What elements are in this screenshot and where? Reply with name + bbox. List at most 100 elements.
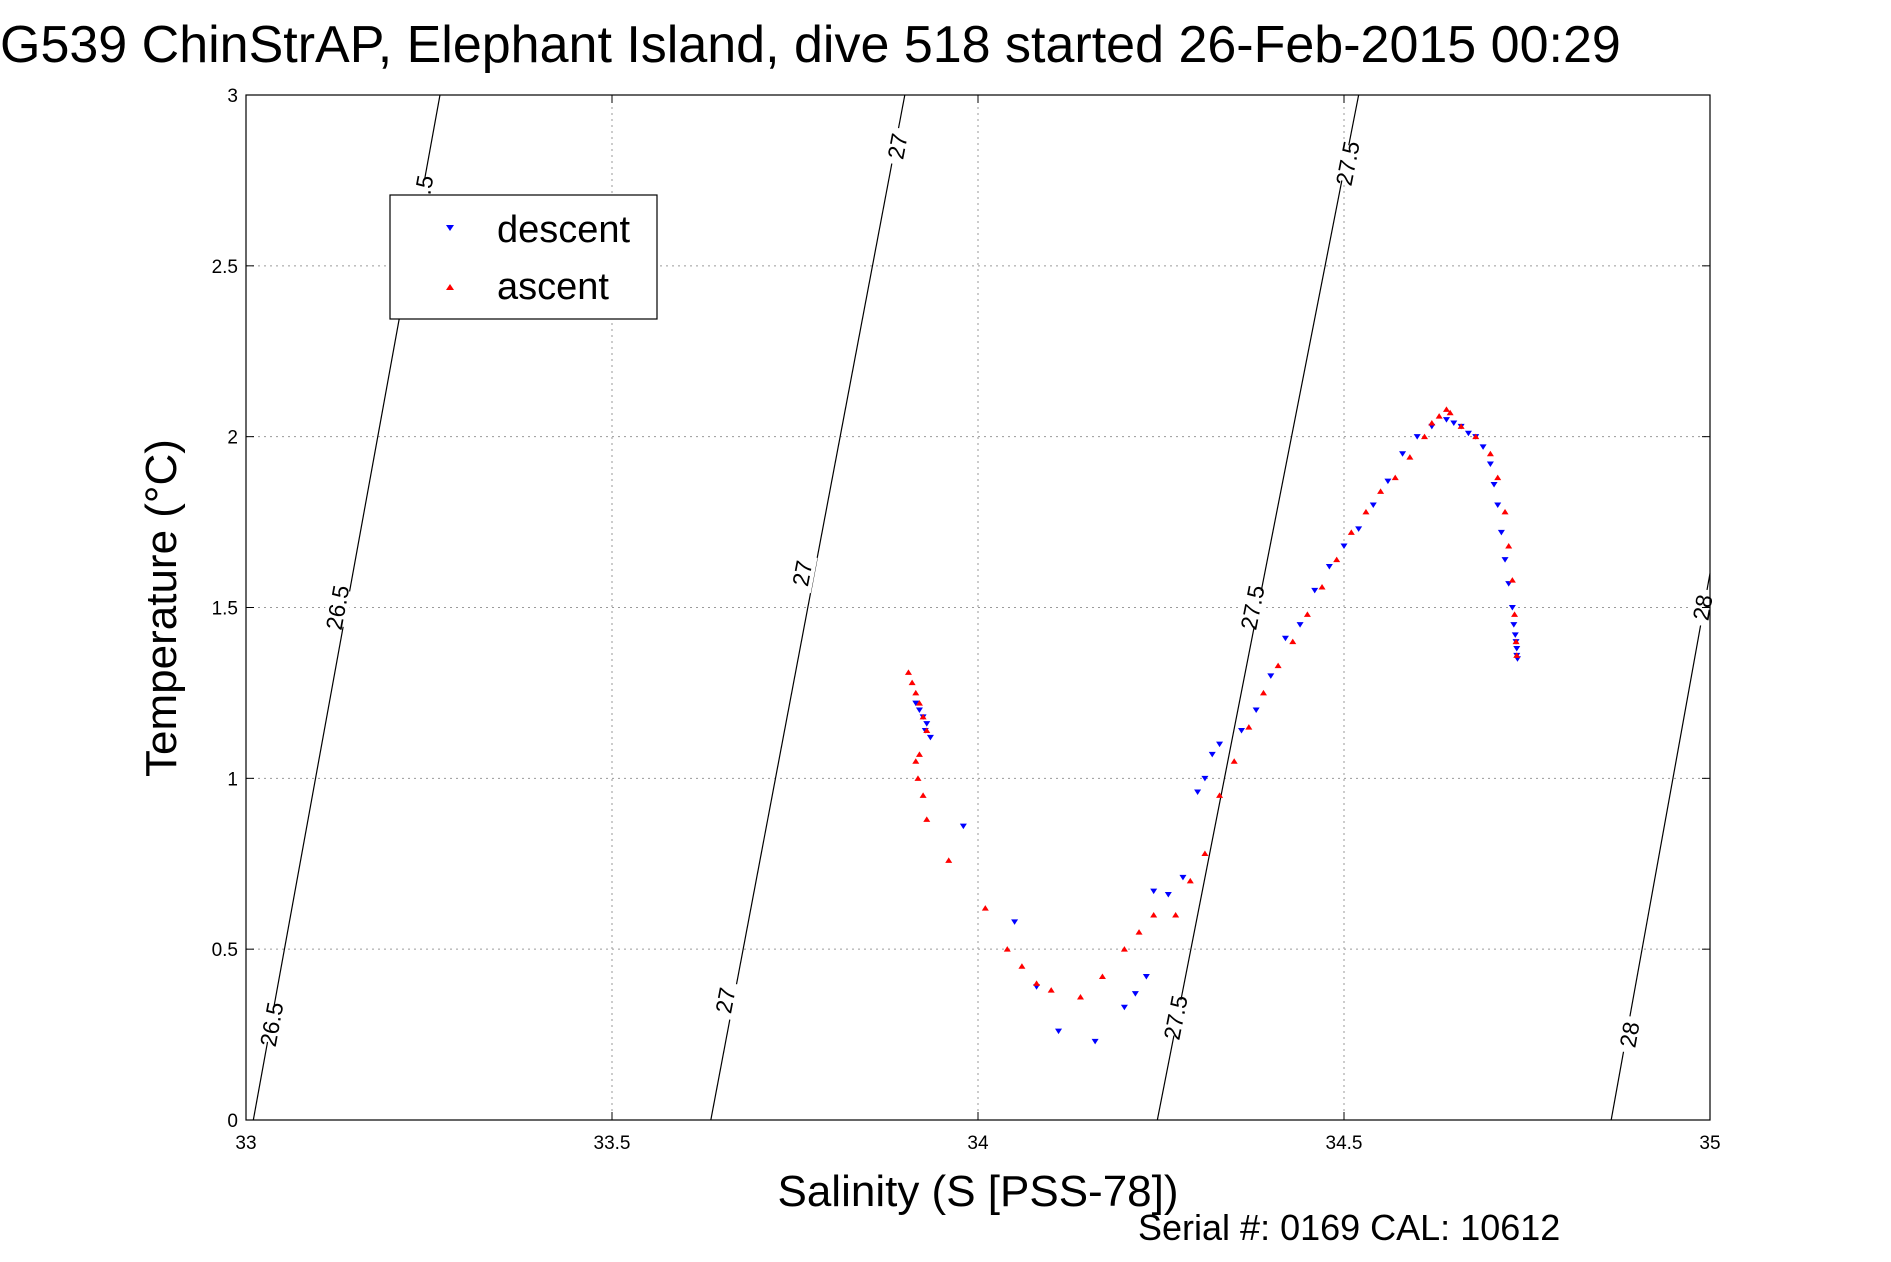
ascent-point bbox=[1076, 994, 1084, 1000]
ascent-point bbox=[1274, 662, 1282, 669]
ascent-point bbox=[1391, 474, 1399, 481]
ascent-point bbox=[1150, 912, 1158, 918]
legend-box bbox=[389, 194, 658, 320]
contour-label-mask bbox=[710, 980, 741, 1021]
x-tick-label: 34.5 bbox=[1326, 1133, 1363, 1154]
ascent-point bbox=[1259, 689, 1267, 696]
descent-point bbox=[959, 823, 967, 830]
ascent-point bbox=[912, 758, 920, 764]
descent-point bbox=[1208, 751, 1216, 758]
contour-label-mask bbox=[787, 553, 818, 594]
contour-label-mask bbox=[1160, 997, 1191, 1038]
ascent-point bbox=[1216, 792, 1224, 798]
legend-ascent-label: ascent bbox=[497, 266, 609, 308]
descent-point bbox=[1281, 635, 1289, 642]
descent-point bbox=[1142, 974, 1150, 980]
contour-label: 27 bbox=[787, 558, 817, 588]
descent-point bbox=[1164, 892, 1172, 898]
ascent-point bbox=[1230, 758, 1238, 764]
descent-point bbox=[1486, 461, 1494, 467]
descent-point bbox=[1369, 502, 1377, 508]
descent-point bbox=[1150, 888, 1158, 895]
y-tick-label: 1.5 bbox=[212, 599, 238, 620]
contour-label: 27 bbox=[710, 985, 740, 1015]
contour-label-mask bbox=[882, 126, 913, 167]
x-tick-label: 34 bbox=[967, 1133, 989, 1154]
contour-label-mask bbox=[322, 587, 353, 628]
y-tick-label: 0 bbox=[227, 1111, 238, 1132]
ascent-series bbox=[904, 406, 1521, 1000]
ascent-point bbox=[1428, 420, 1436, 426]
ascent-point bbox=[1486, 450, 1494, 457]
ascent-point bbox=[908, 679, 916, 686]
descent-point bbox=[1011, 919, 1019, 925]
descent-point bbox=[1120, 1004, 1128, 1011]
ascent-point bbox=[1098, 973, 1106, 979]
y-tick-label: 3 bbox=[227, 86, 238, 107]
contour-label-mask bbox=[1614, 1014, 1645, 1055]
ascent-point bbox=[912, 689, 920, 696]
descent-point bbox=[1201, 775, 1209, 782]
descent-point bbox=[1450, 420, 1458, 426]
descent-point bbox=[1296, 622, 1304, 628]
ascent-point bbox=[1472, 433, 1480, 440]
x-axis-label: Salinity (S [PSS-78]) bbox=[777, 1167, 1178, 1216]
ascent-point bbox=[1347, 529, 1355, 535]
ascent-point bbox=[1442, 406, 1450, 412]
chart-title: G539 ChinStrAP, Elephant Island, dive 51… bbox=[0, 16, 1621, 74]
ascent-point bbox=[1406, 454, 1414, 460]
descent-point bbox=[1194, 789, 1202, 795]
ascent-point bbox=[919, 713, 927, 720]
ascent-point bbox=[1505, 543, 1513, 549]
ascent-point bbox=[1318, 584, 1326, 590]
descent-point bbox=[1384, 478, 1392, 485]
ascent-point bbox=[1421, 433, 1429, 440]
descent-point bbox=[1179, 874, 1187, 881]
descent-point bbox=[915, 707, 923, 713]
ascent-point bbox=[1047, 987, 1055, 993]
descent-point bbox=[912, 700, 920, 707]
y-tick-label: 2 bbox=[227, 428, 238, 449]
descent-point bbox=[1340, 543, 1348, 549]
contour-label-mask bbox=[1332, 143, 1363, 184]
descent-point bbox=[1311, 587, 1319, 594]
density-contour-line bbox=[710, 94, 906, 1121]
ascent-point bbox=[923, 727, 931, 733]
y-tick-label: 2.5 bbox=[212, 257, 238, 278]
descent-point bbox=[1508, 605, 1516, 611]
descent-point bbox=[926, 734, 934, 741]
descent-point bbox=[1252, 707, 1260, 713]
descent-point bbox=[1413, 434, 1421, 440]
descent-point bbox=[923, 721, 931, 727]
ascent-point bbox=[1511, 611, 1519, 617]
descent-point bbox=[1055, 1028, 1063, 1035]
contour-label: 28 bbox=[1614, 1020, 1644, 1050]
descent-point bbox=[1399, 451, 1407, 457]
descent-point bbox=[1267, 673, 1275, 679]
x-tick-label: 33.5 bbox=[594, 1133, 631, 1154]
ascent-point bbox=[1501, 508, 1509, 515]
ascent-point bbox=[1003, 946, 1011, 952]
y-axis-ticks: 0 0.5 1 1.5 2 2.5 3 bbox=[212, 86, 1710, 1132]
descent-point bbox=[1510, 622, 1518, 628]
descent-point bbox=[1501, 557, 1509, 563]
ascent-point bbox=[1135, 929, 1143, 935]
ascent-point bbox=[915, 751, 923, 757]
ascent-point bbox=[1033, 980, 1041, 986]
x-axis-ticks: 33 33.5 34 34.5 35 bbox=[235, 95, 1721, 1154]
descent-point bbox=[1216, 741, 1224, 748]
ascent-point bbox=[1201, 850, 1209, 856]
ascent-point bbox=[919, 792, 927, 798]
ascent-point bbox=[1186, 877, 1194, 884]
ascent-point bbox=[1435, 413, 1443, 419]
descent-series bbox=[912, 417, 1521, 1045]
ascent-point bbox=[1457, 423, 1465, 429]
ascent-point bbox=[923, 816, 931, 822]
descent-point bbox=[1513, 646, 1521, 652]
ascent-point bbox=[1362, 508, 1370, 515]
legend-descent-label: descent bbox=[497, 209, 631, 251]
ascent-point bbox=[914, 775, 922, 781]
descent-point bbox=[1494, 502, 1502, 508]
descent-point bbox=[1479, 444, 1487, 450]
